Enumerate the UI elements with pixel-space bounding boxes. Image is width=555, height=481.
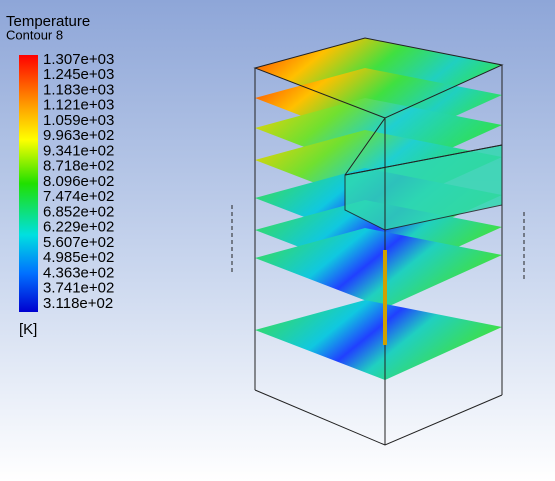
legend-subtitle: Contour 8 [6, 27, 63, 42]
level-label: 1.307e+03 [43, 51, 114, 68]
level-label: 6.852e+02 [43, 203, 114, 220]
level-label: 4.985e+02 [43, 249, 114, 266]
level-label: 9.341e+02 [43, 142, 114, 159]
inlets [231, 205, 525, 282]
level-label: 1.121e+03 [43, 97, 114, 114]
level-label: 3.118e+02 [43, 295, 113, 312]
level-label: 1.245e+03 [43, 66, 114, 83]
contour-slice [255, 300, 502, 380]
level-label: 3.741e+02 [43, 280, 114, 297]
level-label: 1.059e+03 [43, 112, 114, 129]
contour-slice [255, 228, 502, 308]
edges [344, 117, 503, 176]
legend-title: Temperature [6, 13, 90, 30]
level-label: 7.474e+02 [43, 188, 114, 205]
level-label: 6.229e+02 [43, 219, 114, 236]
level-label: 1.183e+03 [43, 81, 114, 98]
unit-label: [K] [19, 321, 37, 338]
level-label: 8.096e+02 [43, 173, 114, 190]
level-label: 8.718e+02 [43, 158, 114, 175]
color-bar [19, 55, 38, 312]
level-label: 4.363e+02 [43, 264, 114, 281]
level-label: 5.607e+02 [43, 234, 114, 251]
model [231, 37, 525, 446]
level-label: 9.963e+02 [43, 127, 114, 144]
